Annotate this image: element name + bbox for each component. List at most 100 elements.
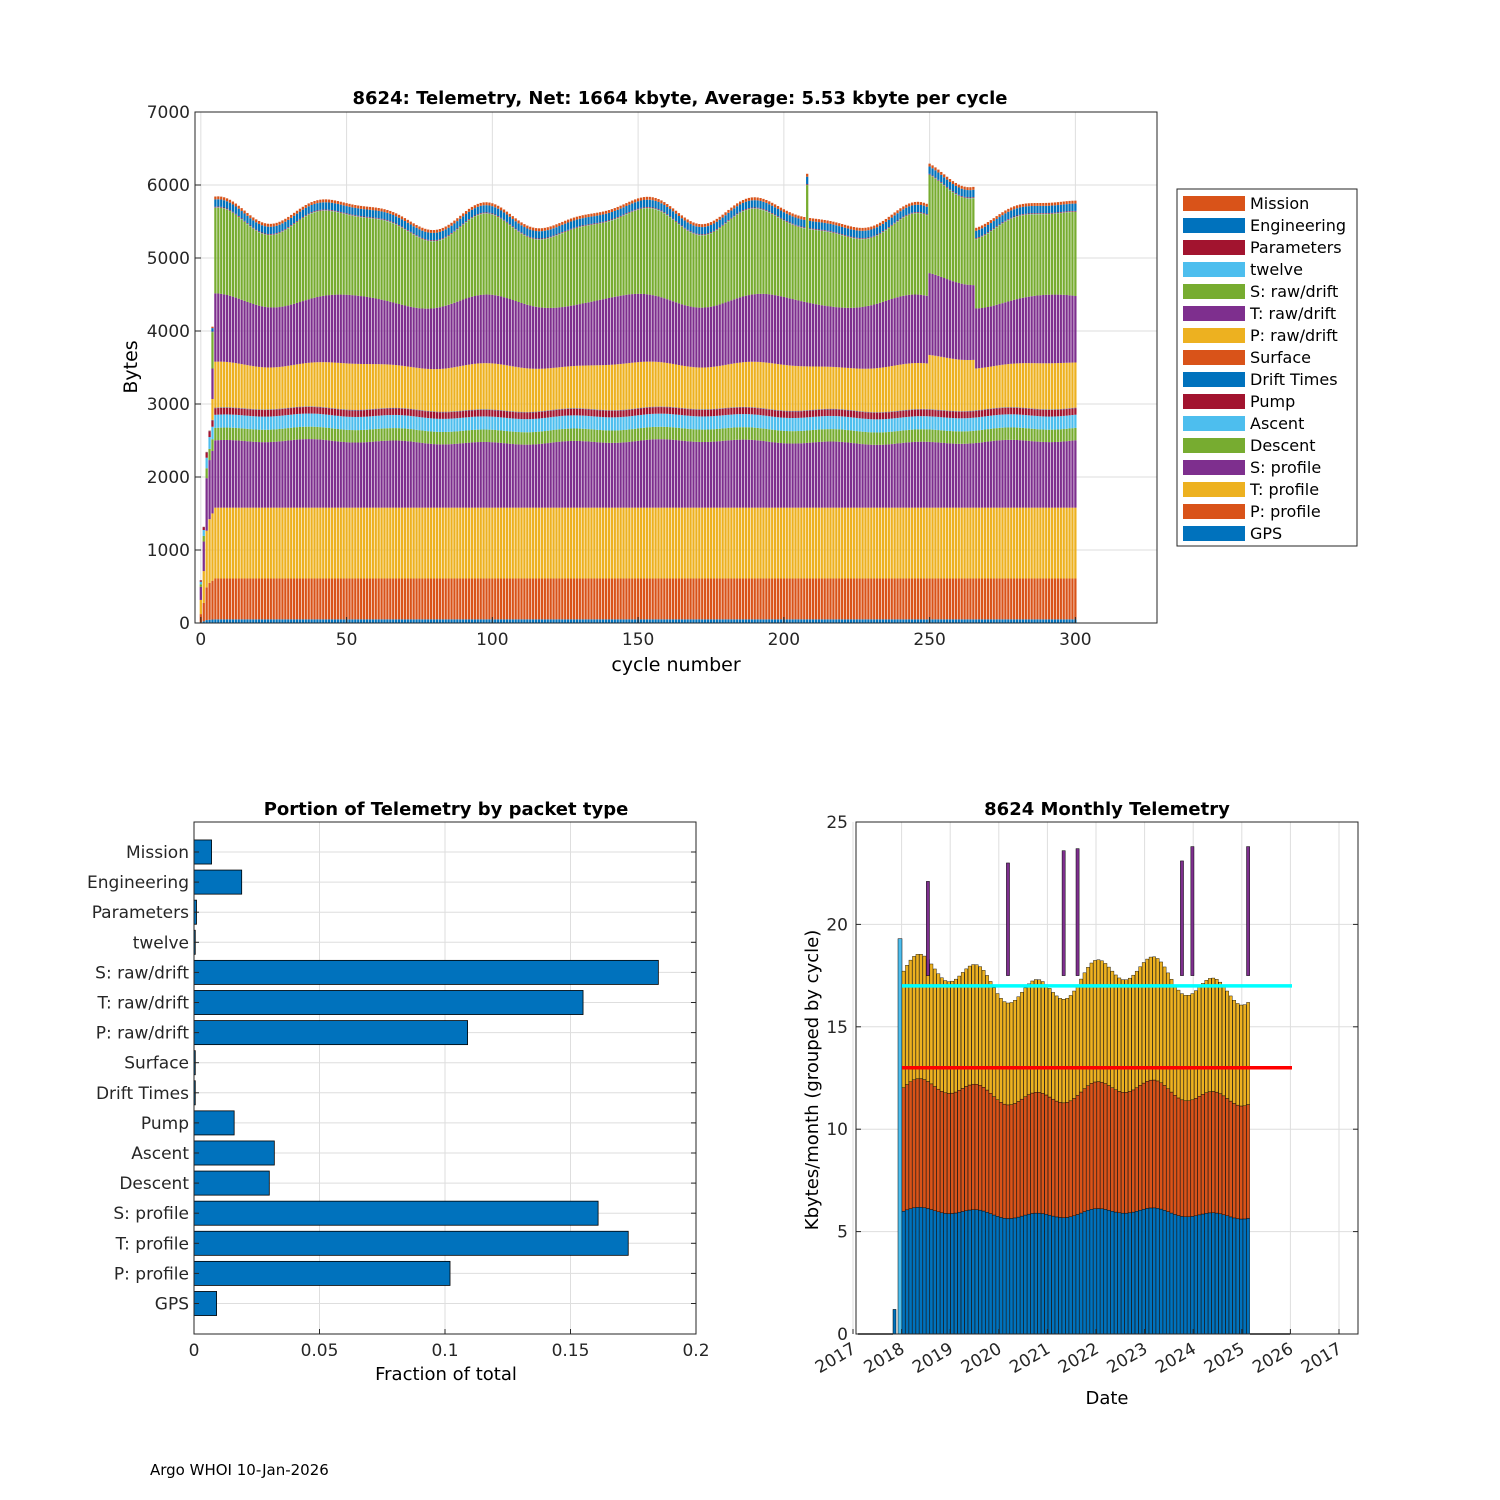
top-bar-segment	[666, 206, 669, 215]
top-bar-segment	[397, 365, 401, 408]
top-bar-segment	[873, 419, 876, 433]
top-bar-segment	[902, 417, 905, 431]
top-bar-segment	[922, 363, 925, 409]
top-bar-segment	[972, 578, 975, 620]
top-bar-segment	[1033, 507, 1036, 579]
top-bar-segment	[529, 229, 532, 237]
top-bar-segment	[511, 431, 514, 445]
top-bar-segment	[1001, 619, 1004, 623]
top-bar-segment	[718, 365, 721, 409]
top-bar-segment	[1039, 441, 1042, 508]
top-bar-segment	[1048, 294, 1051, 364]
top-bar-segment	[884, 578, 888, 620]
top-bar-segment	[706, 416, 710, 430]
top-bar-segment	[526, 228, 529, 236]
top-bar-segment	[380, 619, 383, 623]
top-bar-segment	[686, 441, 689, 508]
top-bar-segment	[310, 204, 313, 213]
top-bar-segment	[564, 223, 567, 231]
top-bar-segment	[843, 507, 847, 579]
top-bar-segment	[380, 219, 383, 300]
top-bar-segment	[412, 226, 415, 234]
top-bar-segment	[325, 209, 328, 211]
top-bar-segment	[476, 215, 479, 296]
top-bar-segment	[322, 202, 325, 210]
top-bar-segment	[552, 429, 555, 443]
top-bar-segment	[438, 412, 442, 419]
top-bar-segment	[797, 507, 800, 579]
top-bar-segment	[316, 362, 319, 407]
top-bar-segment	[593, 213, 596, 217]
top-bar-segment	[975, 410, 978, 418]
top-bar-segment	[599, 578, 602, 620]
top-bar-segment	[462, 365, 465, 411]
legend-swatch	[1183, 218, 1245, 233]
top-bar-segment	[814, 507, 818, 579]
top-bar-segment	[412, 429, 415, 442]
top-bar-segment	[429, 411, 433, 419]
top-bar-segment	[995, 219, 998, 227]
top-bar-segment	[858, 307, 861, 369]
top-bar-segment	[858, 227, 861, 231]
top-bar-segment	[846, 225, 850, 229]
top-bar-segment	[1027, 206, 1030, 214]
top-bar-segment	[587, 365, 590, 409]
top-bar-segment	[561, 441, 564, 508]
top-bar-segment	[683, 578, 686, 620]
top-bar-segment	[313, 211, 316, 212]
top-bar-segment	[610, 417, 614, 431]
top-bar-segment	[741, 407, 745, 415]
top-bar-segment	[249, 225, 252, 227]
top-bar-segment	[281, 231, 284, 307]
top-bar-segment	[625, 205, 628, 214]
top-bar-segment	[648, 619, 651, 623]
top-bar-segment	[278, 221, 281, 225]
top-bar-segment	[797, 225, 800, 227]
top-bar-segment	[526, 419, 529, 433]
top-bar-segment	[823, 429, 826, 442]
top-bar-segment	[727, 364, 730, 408]
top-bar-segment	[508, 619, 511, 623]
top-bar-segment	[771, 363, 774, 410]
top-bar-segment	[601, 214, 605, 222]
top-bar-segment	[639, 619, 643, 623]
top-bar-segment	[298, 619, 302, 623]
top-bar-segment	[552, 442, 555, 508]
top-bar-segment	[298, 218, 302, 220]
top-bar-segment	[782, 443, 785, 508]
top-bar-segment	[849, 619, 853, 623]
top-bar-segment	[561, 507, 564, 579]
top-bar-segment	[905, 619, 908, 623]
top-bar-segment	[940, 507, 943, 579]
top-bar-segment	[978, 578, 981, 620]
top-bar-segment	[453, 302, 456, 368]
top-bar-segment	[867, 230, 870, 238]
top-bar-segment	[689, 507, 692, 579]
top-bar-segment	[409, 429, 412, 442]
top-bar-segment	[380, 578, 383, 620]
top-bar-segment	[631, 203, 634, 211]
top-bar-segment	[849, 410, 853, 418]
top-bar-segment	[759, 408, 762, 416]
top-bar-segment	[587, 578, 590, 620]
top-bar-segment	[715, 507, 718, 579]
top-bar-segment	[980, 578, 984, 620]
top-bar-segment	[415, 416, 418, 430]
top-bar-segment	[800, 430, 803, 444]
top-bar-segment	[945, 619, 949, 623]
top-bar-segment	[290, 214, 293, 218]
top-bar-segment	[339, 416, 342, 430]
top-bar-segment	[785, 220, 788, 222]
top-bar-segment	[616, 619, 619, 623]
top-bar-segment	[604, 417, 608, 431]
top-bar-segment	[878, 619, 882, 623]
top-bar-segment	[202, 541, 205, 572]
top-bar-segment	[214, 414, 217, 428]
top-bar-segment	[645, 578, 648, 620]
top-bar-segment	[310, 439, 313, 508]
top-bar-segment	[240, 507, 243, 579]
top-bar-segment	[243, 300, 246, 365]
top-bar-segment	[304, 204, 307, 208]
top-bar-segment	[736, 203, 739, 207]
top-bar-segment	[444, 368, 447, 412]
